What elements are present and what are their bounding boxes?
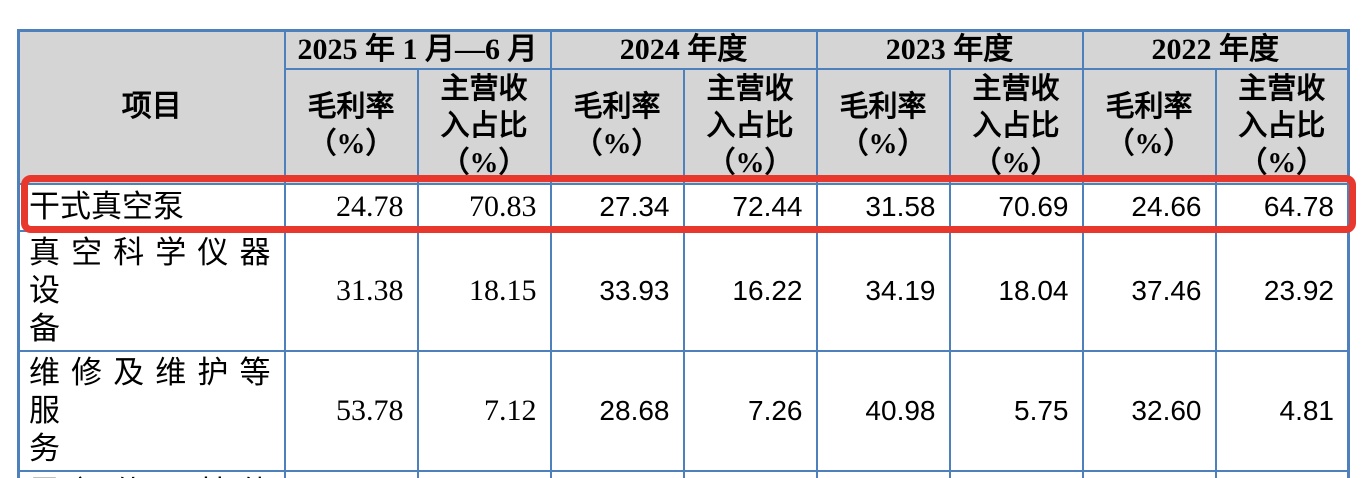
metric-header-row: 毛利率 （%） 主营收 入占比 （%） 毛利率 （%） 主营收 入占比 （%） …: [19, 67, 1350, 185]
cell-value: 31.58: [815, 182, 951, 232]
col-header-revenue-share-2025h1: 主营收 入占比 （%）: [416, 67, 552, 185]
period-header-row: 项目 2025 年 1 月—6 月 2024 年度 2023 年度 2022 年…: [17, 29, 1350, 185]
cell-value: 5.75: [948, 349, 1084, 472]
cell-value: 32.60: [1081, 349, 1217, 472]
table-row-vacuum-scientific-instruments: 真空科学仪器设 备 31.38 18.15 33.93 16.22 34.19 …: [17, 229, 1350, 352]
row-label: 维修及维护等服 务: [17, 349, 286, 472]
cell-value: 3.90: [416, 469, 552, 478]
table-row-dry-vacuum-pump: 干式真空泵 24.78 70.83 27.34 72.44 31.58 70.6…: [17, 182, 1350, 232]
cell-value: 16.22: [682, 229, 818, 352]
row-label: 零部件及其他产 品销售: [17, 469, 286, 478]
col-header-gross-margin-2024: 毛利率 （%）: [549, 67, 685, 185]
period-header-2024: 2024 年度: [549, 29, 818, 70]
col-header-revenue-share-2023: 主营收 入占比 （%）: [948, 67, 1084, 185]
cell-value: 36.75: [815, 469, 951, 478]
cell-value: 5.52: [948, 469, 1084, 478]
gross-margin-revenue-share-table: 项目 2025 年 1 月—6 月 2024 年度 2023 年度 2022 年…: [17, 29, 1350, 478]
cell-value: 64.78: [1214, 182, 1350, 232]
cell-value: 18.15: [416, 229, 552, 352]
cell-value: 7.26: [682, 349, 818, 472]
row-label: 真空科学仪器设 备: [17, 229, 286, 352]
cell-value: 70.83: [416, 182, 552, 232]
period-header-2023: 2023 年度: [815, 29, 1084, 70]
cell-value: 4.09: [682, 469, 818, 478]
table-row-repair-maintenance-services: 维修及维护等服 务 53.78 7.12 28.68 7.26 40.98 5.…: [17, 349, 1350, 472]
row-label: 干式真空泵: [17, 182, 286, 232]
cell-value: 70.69: [948, 182, 1084, 232]
cell-value: 28.68: [549, 349, 685, 472]
col-header-gross-margin-2025h1: 毛利率 （%）: [283, 67, 419, 185]
col-header-revenue-share-2024: 主营收 入占比 （%）: [682, 67, 818, 185]
corner-header-item: 项目: [17, 29, 286, 185]
cell-value: 7.12: [416, 349, 552, 472]
cell-value: 30.58: [1081, 469, 1217, 478]
cell-value: 24.66: [1081, 182, 1217, 232]
period-header-2025h1: 2025 年 1 月—6 月: [283, 29, 552, 70]
cell-value: 4.81: [1214, 349, 1350, 472]
table-row-parts-and-other-products: 零部件及其他产 品销售 26.12 3.90 50.64 4.09 36.75 …: [17, 469, 1350, 478]
cell-value: 26.12: [283, 469, 419, 478]
col-header-gross-margin-2022: 毛利率 （%）: [1081, 67, 1217, 185]
cell-value: 53.78: [283, 349, 419, 472]
cell-value: 6.49: [1214, 469, 1350, 478]
col-header-gross-margin-2023: 毛利率 （%）: [815, 67, 951, 185]
cell-value: 33.93: [549, 229, 685, 352]
cell-value: 18.04: [948, 229, 1084, 352]
col-header-revenue-share-2022: 主营收 入占比 （%）: [1214, 67, 1350, 185]
cell-value: 31.38: [283, 229, 419, 352]
cell-value: 72.44: [682, 182, 818, 232]
period-header-2022: 2022 年度: [1081, 29, 1350, 70]
cell-value: 24.78: [283, 182, 419, 232]
cell-value: 34.19: [815, 229, 951, 352]
cell-value: 27.34: [549, 182, 685, 232]
cell-value: 23.92: [1214, 229, 1350, 352]
cell-value: 37.46: [1081, 229, 1217, 352]
cell-value: 40.98: [815, 349, 951, 472]
cell-value: 50.64: [549, 469, 685, 478]
